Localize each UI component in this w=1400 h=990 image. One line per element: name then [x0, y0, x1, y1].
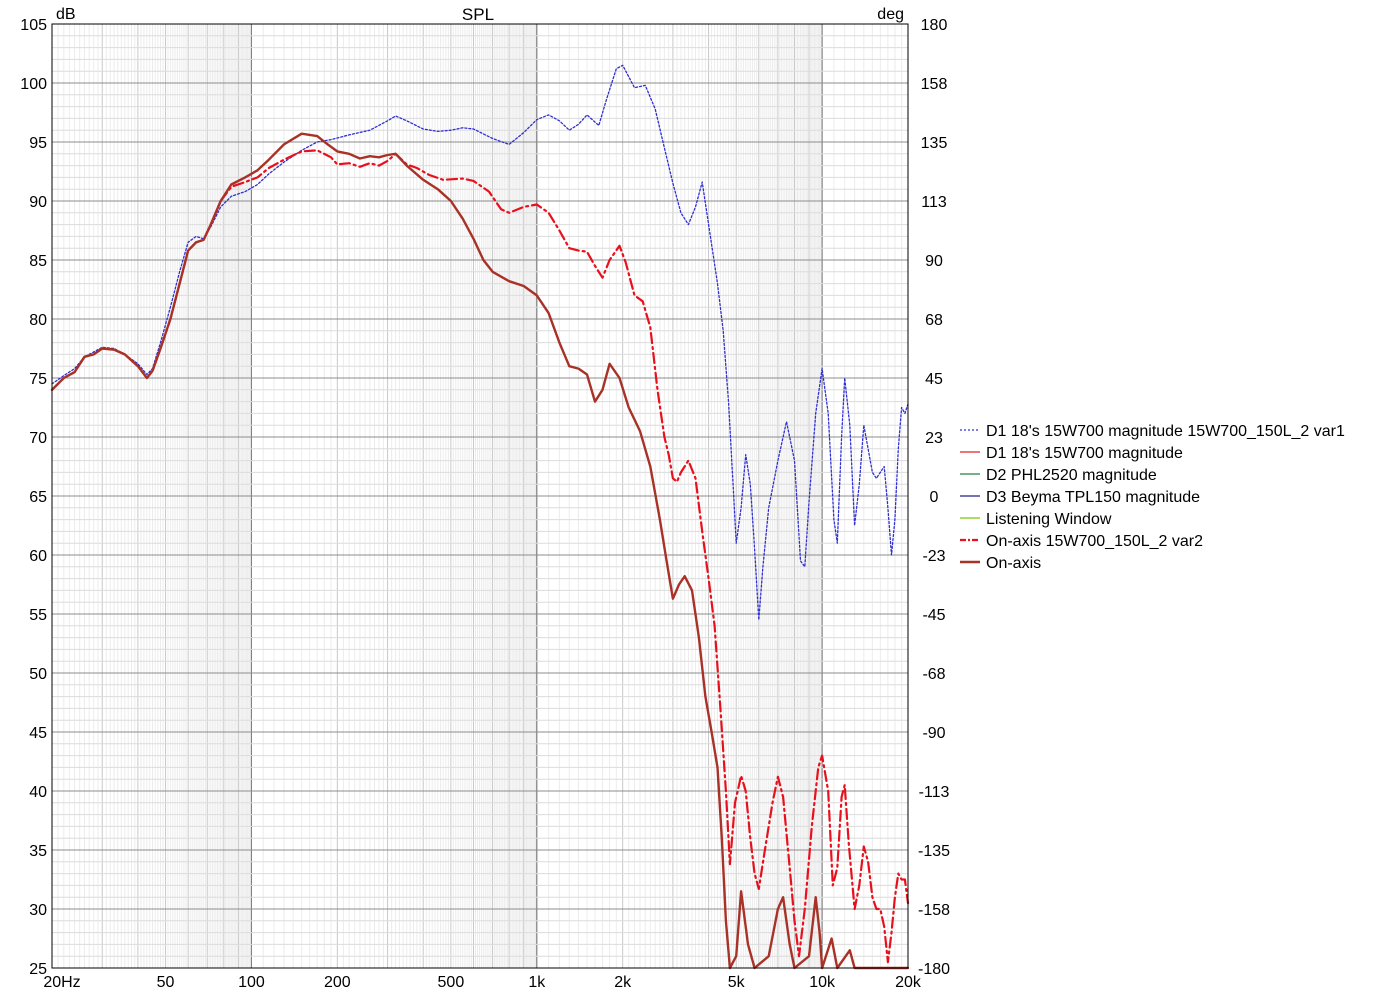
- y2-tick-label: -68: [922, 666, 945, 683]
- right-axis-title: deg: [877, 6, 904, 23]
- y2-tick-label: 45: [925, 371, 943, 388]
- y2-tick-label: 0: [930, 489, 939, 506]
- x-tick-label: 20Hz: [43, 974, 80, 990]
- y-tick-label: 100: [20, 76, 47, 93]
- y2-tick-label: 135: [921, 135, 948, 152]
- x-tick-label: 2k: [614, 974, 632, 990]
- legend-label-1: D1 18's 15W700 magnitude: [986, 445, 1183, 462]
- legend-label-6: On-axis: [986, 555, 1041, 572]
- y-tick-label: 105: [20, 17, 47, 34]
- y-tick-label: 35: [29, 843, 47, 860]
- plot-frame: [51, 23, 909, 969]
- axis-ticks: 20Hz 50 100 200 500 1k 2k 5k 10k 20k1051009590858…: [20, 17, 950, 990]
- x-tick-label: 5k: [728, 974, 746, 990]
- chart-title: SPL: [462, 5, 494, 24]
- y2-tick-label: 180: [921, 17, 948, 34]
- legend-label-0: D1 18's 15W700 magnitude 15W700_150L_2 v…: [986, 423, 1345, 440]
- y-tick-label: 60: [29, 548, 47, 565]
- plot-series: [50, 64, 910, 970]
- y-tick-label: 30: [29, 902, 47, 919]
- x-tick-label: 50: [157, 974, 175, 990]
- y-tick-label: 65: [29, 489, 47, 506]
- y2-tick-label: 23: [925, 430, 943, 447]
- legend-label-4: Listening Window: [986, 511, 1112, 528]
- left-axis-title: dB: [56, 6, 76, 23]
- y2-tick-label: 90: [925, 253, 943, 270]
- y2-tick-label: 68: [925, 312, 943, 329]
- x-tick-label: 200: [324, 974, 351, 990]
- y-tick-label: 70: [29, 430, 47, 447]
- x-tick-label: 500: [438, 974, 465, 990]
- y2-tick-label: -23: [922, 548, 945, 565]
- y2-tick-label: -180: [918, 961, 950, 978]
- y-tick-label: 85: [29, 253, 47, 270]
- x-tick-label: 100: [238, 974, 265, 990]
- y2-tick-label: -90: [922, 725, 945, 742]
- series-line-6: [50, 132, 910, 970]
- legend: D1 18's 15W700 magnitude 15W700_150L_2 v…: [960, 423, 1345, 572]
- y2-tick-label: 113: [921, 194, 947, 211]
- x-tick-label: 10k: [809, 974, 836, 990]
- y-tick-label: 45: [29, 725, 47, 742]
- y-tick-label: 25: [29, 961, 47, 978]
- y-tick-label: 40: [29, 784, 47, 801]
- legend-label-3: D3 Beyma TPL150 magnitude: [986, 489, 1200, 506]
- y2-tick-label: -158: [918, 902, 950, 919]
- y-tick-label: 80: [29, 312, 47, 329]
- y2-tick-label: -45: [922, 607, 945, 624]
- y-tick-label: 95: [29, 135, 47, 152]
- x-tick-label: 20k: [895, 974, 922, 990]
- y-tick-label: 75: [29, 371, 47, 388]
- y2-tick-label: -113: [919, 784, 950, 801]
- y2-tick-label: -135: [918, 843, 950, 860]
- legend-label-5: On-axis 15W700_150L_2 var2: [986, 533, 1203, 550]
- grid: [51, 23, 909, 969]
- y-tick-label: 55: [29, 607, 47, 624]
- y-tick-label: 50: [29, 666, 47, 683]
- y-tick-label: 90: [29, 194, 47, 211]
- y2-tick-label: 158: [921, 76, 948, 93]
- legend-label-2: D2 PHL2520 magnitude: [986, 467, 1157, 484]
- x-tick-label: 1k: [528, 974, 546, 990]
